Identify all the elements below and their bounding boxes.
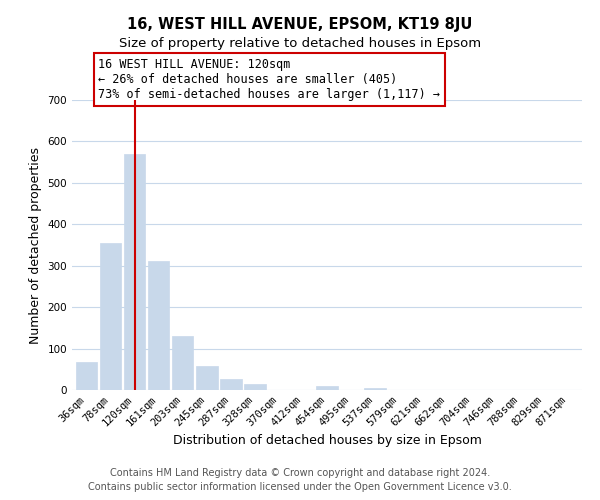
Text: 16 WEST HILL AVENUE: 120sqm
← 26% of detached houses are smaller (405)
73% of se: 16 WEST HILL AVENUE: 120sqm ← 26% of det… (98, 58, 440, 101)
Text: Contains public sector information licensed under the Open Government Licence v3: Contains public sector information licen… (88, 482, 512, 492)
Bar (220, 379, 242, 390)
Text: Contains HM Land Registry data © Crown copyright and database right 2024.: Contains HM Land Registry data © Crown c… (110, 468, 490, 477)
Y-axis label: Number of detached properties: Number of detached properties (29, 146, 42, 344)
Text: Size of property relative to detached houses in Epsom: Size of property relative to detached ho… (119, 38, 481, 51)
Bar (100, 243, 121, 390)
X-axis label: Distribution of detached houses by size in Epsom: Distribution of detached houses by size … (173, 434, 481, 447)
Text: 16, WEST HILL AVENUE, EPSOM, KT19 8JU: 16, WEST HILL AVENUE, EPSOM, KT19 8JU (127, 18, 473, 32)
Bar (76, 362, 97, 390)
Bar (172, 336, 193, 390)
Bar (244, 384, 266, 390)
Bar (124, 154, 145, 390)
Bar (364, 388, 386, 390)
Bar (148, 260, 169, 390)
Bar (196, 366, 218, 390)
Bar (316, 386, 338, 390)
